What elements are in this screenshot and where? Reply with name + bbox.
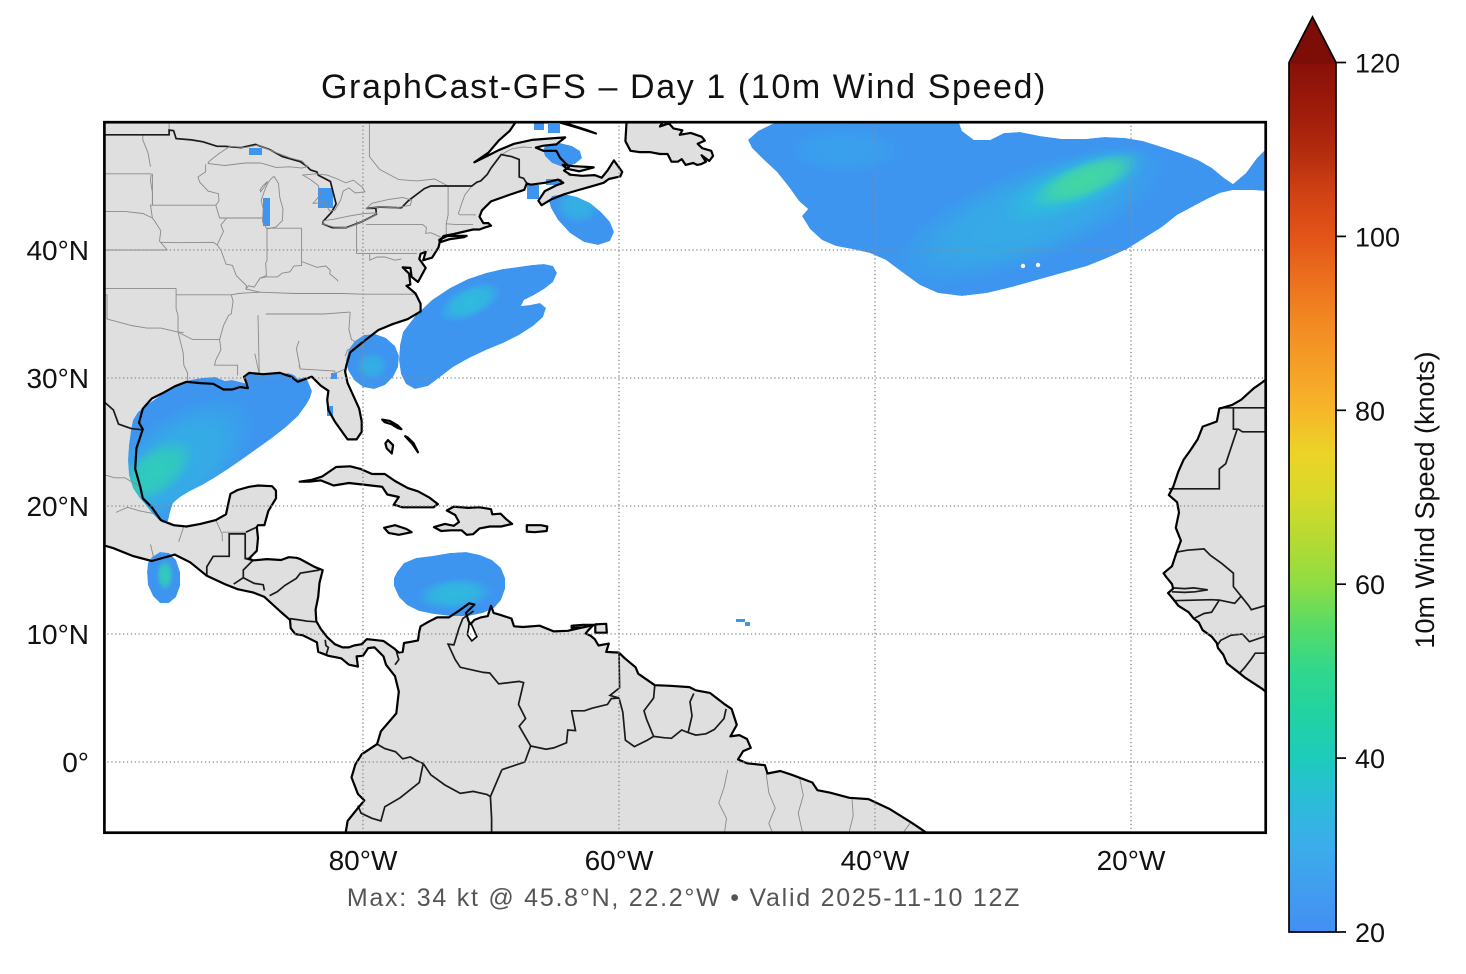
svg-text:20°W: 20°W — [1097, 845, 1166, 876]
svg-text:40: 40 — [1355, 744, 1385, 774]
svg-text:10m Wind Speed (knots): 10m Wind Speed (knots) — [1410, 351, 1440, 648]
svg-text:40°W: 40°W — [841, 845, 910, 876]
svg-text:80: 80 — [1355, 396, 1385, 426]
svg-text:30°N: 30°N — [26, 363, 89, 394]
svg-text:10°N: 10°N — [26, 619, 89, 650]
svg-text:120: 120 — [1355, 49, 1400, 79]
svg-text:GraphCast-GFS – Day 1 (10m Win: GraphCast-GFS – Day 1 (10m Wind Speed) — [321, 68, 1047, 106]
svg-text:20: 20 — [1355, 918, 1385, 948]
svg-text:60: 60 — [1355, 570, 1385, 600]
svg-text:60°W: 60°W — [585, 845, 654, 876]
svg-text:40°N: 40°N — [26, 235, 89, 266]
svg-text:0°: 0° — [62, 747, 89, 778]
svg-text:80°W: 80°W — [329, 845, 398, 876]
svg-text:Max: 34 kt @ 45.8°N, 22.2°W •: Max: 34 kt @ 45.8°N, 22.2°W • Valid 2025… — [347, 884, 1021, 912]
svg-text:20°N: 20°N — [26, 491, 89, 522]
svg-text:100: 100 — [1355, 222, 1400, 252]
